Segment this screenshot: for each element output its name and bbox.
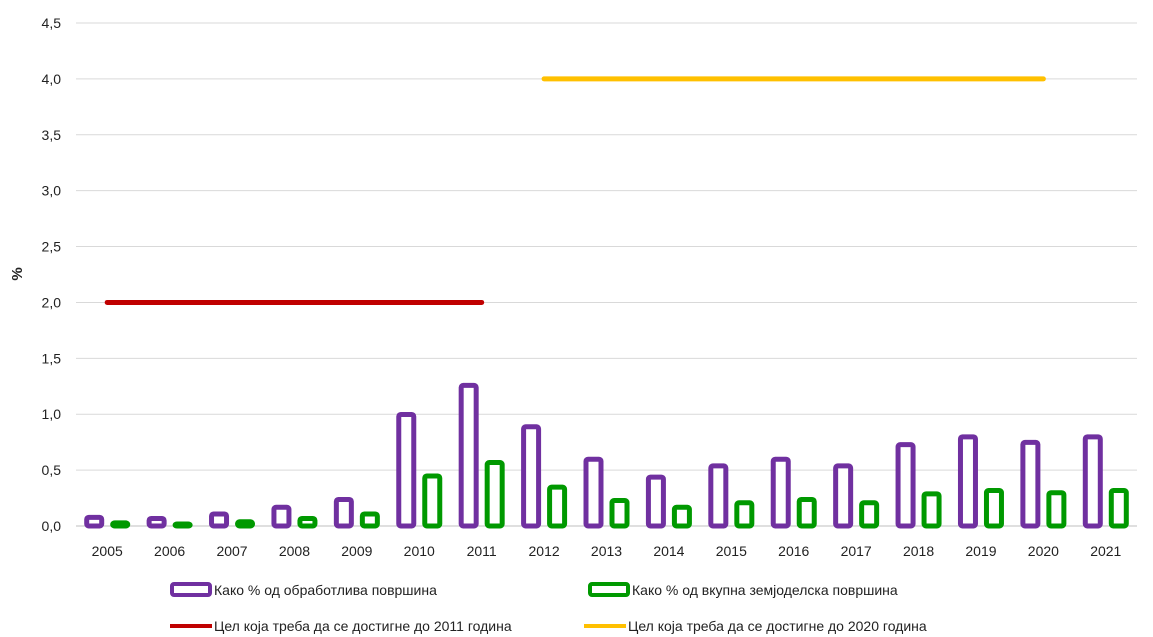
bar (458, 382, 479, 529)
bar (859, 500, 880, 529)
x-tick-label: 2018 (903, 543, 934, 559)
x-tick-label: 2015 (716, 543, 747, 559)
y-tick-label: 3,0 (42, 183, 62, 199)
x-tick-label: 2016 (778, 543, 809, 559)
x-tick-label: 2012 (529, 543, 560, 559)
bar (708, 463, 729, 529)
y-tick-label: 1,5 (42, 350, 62, 366)
x-tick-label: 2011 (467, 543, 497, 559)
x-tick-label: 2007 (216, 543, 247, 559)
bar (547, 484, 568, 529)
bar (422, 473, 443, 529)
bar (235, 519, 256, 529)
y-tick-label: 1,0 (42, 406, 62, 422)
x-axis-ticks: 2005 2006 2007 2008 2009 2010 2011 2012 2013 2014… (92, 543, 1122, 559)
bar (271, 504, 292, 529)
bar (1046, 490, 1067, 529)
y-tick-label: 0,0 (42, 518, 62, 534)
x-tick-label: 2021 (1090, 543, 1121, 559)
bar (110, 520, 131, 529)
bar (671, 504, 692, 529)
y-tick-label: 2,0 (42, 294, 62, 310)
legend-label: Цел која треба да се достигне до 2020 го… (628, 618, 927, 634)
bar (396, 411, 417, 529)
y-axis-ticks: 0,0 0,5 1,0 1,5 2,0 2,5 3,0 3,5 4,0 4,5 (42, 15, 62, 534)
x-tick-label: 2020 (1028, 543, 1059, 559)
x-tick-label: 2019 (965, 543, 996, 559)
bar (484, 460, 505, 529)
target-lines (104, 76, 1046, 305)
bar (1108, 487, 1129, 529)
y-tick-label: 3,5 (42, 127, 62, 143)
bar (983, 487, 1004, 529)
bar (734, 500, 755, 529)
legend-label: Како % од обработлива површина (214, 582, 437, 598)
bar (895, 442, 916, 529)
bar (583, 456, 604, 529)
bar (172, 521, 193, 529)
legend-swatch (588, 582, 630, 597)
x-tick-label: 2013 (591, 543, 622, 559)
legend-swatch (170, 582, 212, 597)
x-tick-label: 2010 (404, 543, 435, 559)
bar (1082, 434, 1103, 529)
bar (146, 515, 167, 529)
y-tick-label: 0,5 (42, 462, 62, 478)
bar (333, 496, 354, 529)
bar (645, 474, 666, 529)
bar (609, 498, 630, 529)
legend: Како % од обработлива површина Како % од … (170, 582, 927, 634)
y-tick-label: 4,0 (42, 71, 62, 87)
y-tick-label: 4,5 (42, 15, 62, 31)
legend-label: Како % од вкупна земјоделска површина (632, 582, 898, 598)
bar (84, 514, 105, 529)
x-tick-label: 2008 (279, 543, 310, 559)
bar (770, 456, 791, 529)
bar (209, 511, 230, 529)
y-tick-label: 2,5 (42, 239, 62, 255)
bars (84, 382, 1129, 529)
legend-label: Цел која треба да се достигне до 2011 го… (214, 618, 512, 634)
bar (957, 434, 978, 529)
x-tick-label: 2005 (92, 543, 123, 559)
y-axis-label: % (9, 267, 26, 280)
bar (1020, 439, 1041, 529)
x-tick-label: 2017 (841, 543, 872, 559)
bar (359, 511, 380, 529)
bar (796, 496, 817, 529)
bar (521, 424, 542, 529)
x-tick-label: 2009 (341, 543, 372, 559)
x-tick-label: 2006 (154, 543, 185, 559)
bar (297, 515, 318, 529)
bar (833, 463, 854, 529)
bar (921, 491, 942, 529)
x-tick-label: 2014 (653, 543, 684, 559)
